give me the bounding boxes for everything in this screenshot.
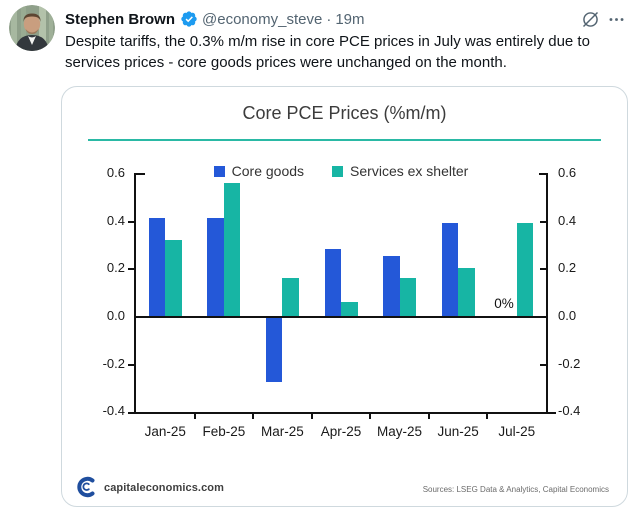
y-axis-label-left: -0.4: [102, 403, 125, 419]
y-axis-label-left: 0.6: [106, 165, 125, 180]
capital-economics-logo: [75, 476, 97, 498]
avatar[interactable]: [9, 5, 55, 51]
y-axis-label-right: 0.4: [558, 212, 577, 228]
y-tick-left: [128, 363, 134, 366]
y-axis-label-left: 0.2: [106, 260, 125, 276]
bar-services-ex-shelter-jul-25: [516, 223, 534, 316]
bar-services-ex-shelter-feb-25: [223, 182, 241, 316]
y-tick-right: [540, 220, 546, 223]
legend-label-core-goods: Core goods: [231, 163, 305, 179]
bar-core-goods-jan-25: [148, 218, 166, 316]
logo-text: capitaleconomics.com: [104, 482, 224, 494]
y-axis-label-right: 0.0: [558, 308, 577, 323]
y-tick-left: [128, 268, 134, 271]
legend-swatch-services-ex-shelter: [332, 165, 344, 177]
x-axis-label-feb-25: Feb-25: [202, 424, 246, 439]
bar-services-ex-shelter-jan-25: [165, 239, 182, 316]
y-axis-label-right: -0.4: [558, 403, 581, 419]
y-tick-right: [540, 173, 546, 175]
x-axis-label-jun-25: Jun-25: [437, 424, 479, 439]
timestamp[interactable]: 19m: [335, 10, 365, 28]
grok-icon[interactable]: [579, 8, 601, 30]
sources-text: Sources: LSEG Data & Analytics, Capital …: [422, 485, 609, 494]
bar-services-ex-shelter-mar-25: [282, 277, 299, 316]
tweet-text: Despite tariffs, the 0.3% m/m rise in co…: [65, 33, 590, 71]
y-axis-label-left: 0.4: [106, 212, 125, 228]
y-axis-label-right: 0.6: [558, 165, 577, 180]
bar-services-ex-shelter-jun-25: [458, 268, 475, 316]
title-accent-rule: [88, 139, 601, 141]
y-axis-label-left: -0.2: [102, 355, 125, 371]
x-tick: [369, 414, 372, 419]
tweet-header: Stephen Brown @economy_steve · 19m: [65, 8, 627, 30]
author-handle[interactable]: @economy_steve: [202, 10, 323, 28]
y-tick-right: [540, 268, 546, 271]
x-tick: [193, 414, 196, 419]
x-axis-label-mar-25: Mar-25: [261, 424, 304, 439]
x-tick: [310, 414, 313, 419]
x-axis-label-apr-25: Apr-25: [320, 424, 362, 439]
zero-annotation: 0%: [494, 296, 514, 311]
chart-title: Core PCE Prices (%m/m): [242, 103, 447, 123]
x-axis-label-jul-25: Jul-25: [498, 424, 536, 439]
y-axis-label-left: 0.0: [106, 308, 125, 323]
verified-badge: [180, 10, 198, 28]
x-tick: [427, 414, 430, 419]
chart-legend: Core goods Services ex shelter: [136, 163, 546, 179]
x-tick: [486, 414, 489, 419]
x-axis-label-jan-25: Jan-25: [144, 424, 186, 439]
y-axis-right: [546, 173, 548, 414]
bar-core-goods-feb-25: [207, 218, 224, 316]
x-axis-bottom: [128, 412, 556, 414]
legend-item-core-goods: Core goods: [213, 163, 305, 179]
legend-swatch-core-goods: [213, 165, 225, 177]
bar-core-goods-may-25: [383, 256, 400, 316]
legend-item-services-ex-shelter: Services ex shelter: [332, 163, 468, 179]
y-tick-right: [540, 363, 546, 366]
bar-services-ex-shelter-apr-25: [341, 301, 358, 316]
y-axis-left: [134, 173, 136, 414]
bar-services-ex-shelter-may-25: [399, 277, 417, 316]
bar-core-goods-apr-25: [324, 249, 341, 316]
y-tick-left: [128, 220, 134, 223]
y-axis-label-right: -0.2: [558, 355, 581, 371]
zero-line: [134, 316, 548, 318]
more-menu-icon[interactable]: [605, 8, 627, 30]
author-name[interactable]: Stephen Brown: [65, 10, 176, 28]
y-axis-label-right: 0.2: [558, 260, 577, 276]
chart-media[interactable]: Core PCE Prices (%m/m) Core goods Servic…: [61, 86, 628, 507]
x-tick: [252, 414, 255, 419]
bar-core-goods-mar-25: [265, 318, 283, 383]
avatar-image: [9, 5, 55, 51]
legend-label-services-ex-shelter: Services ex shelter: [350, 163, 469, 179]
separator-dot: ·: [326, 10, 332, 28]
x-axis-label-may-25: May-25: [377, 424, 423, 439]
bar-core-goods-jun-25: [441, 223, 459, 316]
y-axis-left-cap: [136, 173, 145, 175]
